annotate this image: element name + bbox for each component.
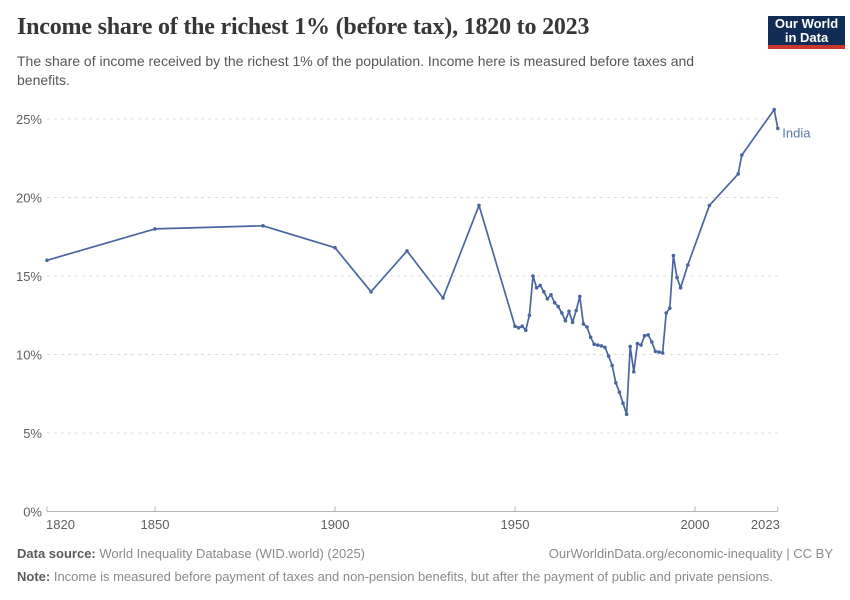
y-axis-tick-label: 15% (16, 269, 42, 284)
data-point-marker (520, 324, 524, 329)
x-axis-tick-label: 2000 (681, 517, 710, 532)
note-text: Income is measured before payment of tax… (50, 569, 773, 584)
data-point-marker (646, 333, 650, 337)
data-point-marker (772, 107, 776, 112)
data-point-marker (621, 401, 625, 406)
data-point-marker (477, 203, 481, 208)
y-axis-tick-label: 10% (16, 348, 42, 363)
data-point-marker (740, 153, 744, 157)
y-axis-tick-label: 25% (16, 112, 42, 127)
y-axis-tick-label: 20% (16, 191, 42, 206)
data-point-marker (624, 412, 629, 417)
data-point-marker (531, 274, 535, 278)
data-point-marker (736, 172, 740, 176)
data-point-marker (617, 390, 622, 395)
data-point-marker (513, 324, 517, 329)
data-point-marker (635, 341, 640, 346)
data-point-marker (552, 300, 557, 305)
data-point-marker (707, 203, 712, 208)
data-point-marker (599, 344, 604, 348)
data-point-marker (657, 350, 661, 354)
data-point-marker (556, 304, 560, 309)
series-line-india (46, 108, 779, 416)
data-point-marker (578, 294, 582, 299)
data-point-marker (524, 328, 528, 333)
footer-note-row: Note: Income is measured before payment … (17, 569, 833, 584)
data-point-marker (592, 342, 596, 347)
data-point-marker (650, 340, 654, 344)
y-axis-tick-label: 5% (23, 426, 42, 441)
footer-source-row: Data source: World Inequality Database (… (17, 546, 833, 561)
data-point-marker (549, 293, 553, 297)
data-point-marker (570, 320, 575, 325)
data-source-text: Data source: World Inequality Database (… (17, 546, 366, 561)
data-point-marker (668, 306, 672, 311)
data-point-marker (653, 349, 658, 354)
data-point-marker (534, 286, 539, 290)
data-point-marker (660, 351, 665, 355)
owid-logo-line1: Our World (774, 15, 839, 31)
data-point-marker (567, 309, 571, 314)
series-end-label: India (782, 125, 811, 140)
data-point-marker (560, 311, 564, 315)
data-point-marker (261, 224, 265, 228)
data-point-marker (675, 275, 679, 280)
data-point-marker (628, 344, 632, 349)
data-point-marker (369, 289, 373, 294)
data-point-marker (664, 311, 668, 315)
data-point-marker (606, 354, 611, 358)
owid-logo-line2: in Data (784, 29, 829, 45)
x-axis-tick-label: 1820 (46, 517, 75, 532)
data-point-marker (596, 343, 600, 347)
x-axis-tick-label: 1850 (141, 517, 170, 532)
data-point-marker (516, 326, 521, 330)
note-label: Note: (17, 569, 51, 584)
data-point-marker (686, 263, 690, 267)
data-point-marker (574, 308, 578, 313)
data-point-marker (642, 333, 647, 338)
x-axis-tick-label: 2023 (751, 517, 780, 532)
data-point-marker (614, 381, 618, 385)
data-point-marker (542, 289, 546, 294)
data-source-label: Data source: (17, 546, 96, 561)
data-point-marker (610, 363, 614, 368)
data-point-marker (45, 258, 49, 263)
owid-logo[interactable]: Our World in Data (768, 16, 845, 49)
page-title: Income share of the richest 1% (before t… (17, 14, 590, 40)
y-axis-tick-label: 0% (23, 505, 42, 520)
data-point-marker (581, 322, 586, 326)
data-point-marker (538, 283, 542, 288)
data-point-marker (776, 126, 780, 131)
chart-subtitle: The share of income received by the rich… (17, 53, 695, 88)
x-axis-tick-label: 1900 (321, 517, 350, 532)
data-point-marker (405, 249, 409, 253)
data-point-marker (588, 335, 593, 340)
data-point-marker (563, 318, 568, 323)
data-point-marker (153, 227, 157, 231)
data-point-marker (678, 286, 683, 290)
data-point-marker (632, 370, 636, 374)
x-axis-tick-label: 1950 (501, 517, 530, 532)
data-point-marker (639, 343, 643, 347)
data-point-marker (527, 313, 532, 318)
data-point-marker (671, 253, 676, 258)
data-point-marker (545, 297, 550, 301)
data-point-marker (603, 345, 607, 350)
data-point-marker (441, 296, 445, 300)
data-point-marker (333, 245, 337, 250)
data-point-marker (585, 325, 589, 329)
owid-citation-link[interactable]: OurWorldinData.org/economic-inequality |… (548, 546, 833, 561)
